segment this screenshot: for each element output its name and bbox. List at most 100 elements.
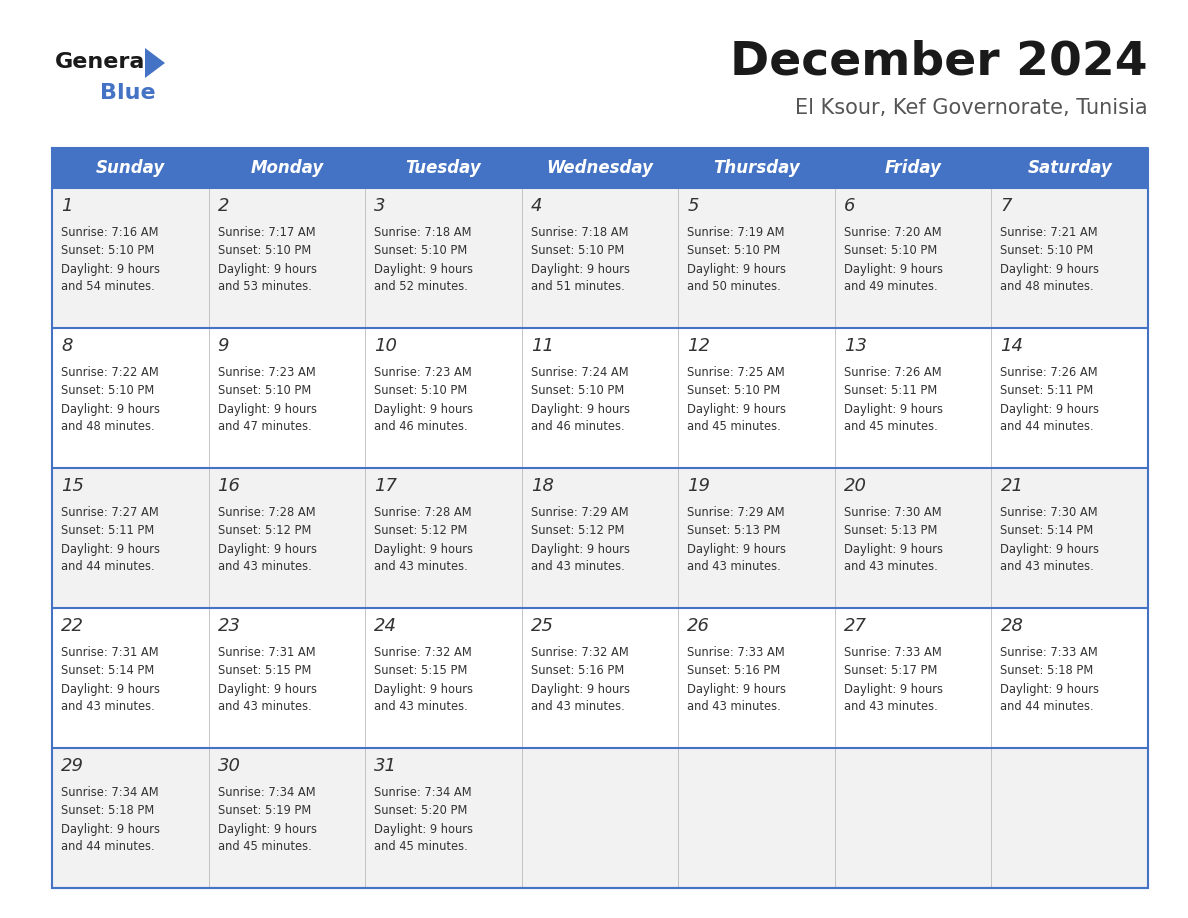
Text: 21: 21: [1000, 477, 1023, 495]
Text: and 44 minutes.: and 44 minutes.: [1000, 420, 1094, 433]
Text: 8: 8: [61, 337, 72, 355]
Text: Sunset: 5:13 PM: Sunset: 5:13 PM: [688, 524, 781, 538]
Text: and 43 minutes.: and 43 minutes.: [688, 700, 781, 713]
Text: and 50 minutes.: and 50 minutes.: [688, 281, 781, 294]
Polygon shape: [145, 48, 165, 78]
Text: Sunset: 5:14 PM: Sunset: 5:14 PM: [1000, 524, 1094, 538]
Text: and 52 minutes.: and 52 minutes.: [374, 281, 468, 294]
Text: 11: 11: [531, 337, 554, 355]
Text: Sunrise: 7:25 AM: Sunrise: 7:25 AM: [688, 366, 785, 379]
Text: Sunrise: 7:33 AM: Sunrise: 7:33 AM: [843, 646, 942, 659]
Text: Sunset: 5:10 PM: Sunset: 5:10 PM: [688, 244, 781, 258]
Text: and 44 minutes.: and 44 minutes.: [1000, 700, 1094, 713]
Text: Sunset: 5:18 PM: Sunset: 5:18 PM: [1000, 665, 1094, 677]
Text: Sunset: 5:10 PM: Sunset: 5:10 PM: [217, 244, 311, 258]
Text: and 45 minutes.: and 45 minutes.: [843, 420, 937, 433]
Text: 15: 15: [61, 477, 84, 495]
Text: Sunset: 5:10 PM: Sunset: 5:10 PM: [61, 244, 154, 258]
Text: 20: 20: [843, 477, 867, 495]
Text: Daylight: 9 hours: Daylight: 9 hours: [61, 543, 160, 555]
Text: Sunset: 5:10 PM: Sunset: 5:10 PM: [688, 385, 781, 397]
Bar: [52, 468, 1148, 608]
Text: Daylight: 9 hours: Daylight: 9 hours: [217, 543, 316, 555]
Text: Sunset: 5:10 PM: Sunset: 5:10 PM: [531, 244, 624, 258]
Text: Sunrise: 7:33 AM: Sunrise: 7:33 AM: [1000, 646, 1098, 659]
Text: Sunrise: 7:17 AM: Sunrise: 7:17 AM: [217, 227, 315, 240]
Text: December 2024: December 2024: [731, 39, 1148, 84]
Text: 12: 12: [688, 337, 710, 355]
Text: Daylight: 9 hours: Daylight: 9 hours: [531, 402, 630, 416]
Text: and 43 minutes.: and 43 minutes.: [374, 561, 468, 574]
Text: Sunset: 5:10 PM: Sunset: 5:10 PM: [217, 385, 311, 397]
Text: Sunrise: 7:32 AM: Sunrise: 7:32 AM: [374, 646, 472, 659]
Text: and 44 minutes.: and 44 minutes.: [61, 841, 154, 854]
Text: Sunrise: 7:16 AM: Sunrise: 7:16 AM: [61, 227, 158, 240]
Bar: [52, 188, 1148, 328]
Text: Sunrise: 7:18 AM: Sunrise: 7:18 AM: [531, 227, 628, 240]
Text: and 43 minutes.: and 43 minutes.: [843, 561, 937, 574]
Text: Daylight: 9 hours: Daylight: 9 hours: [1000, 682, 1099, 696]
Text: Sunset: 5:16 PM: Sunset: 5:16 PM: [531, 665, 624, 677]
Text: Wednesday: Wednesday: [546, 159, 653, 177]
Text: 28: 28: [1000, 617, 1023, 635]
Text: Daylight: 9 hours: Daylight: 9 hours: [688, 263, 786, 275]
Text: and 48 minutes.: and 48 minutes.: [61, 420, 154, 433]
Text: Sunset: 5:20 PM: Sunset: 5:20 PM: [374, 804, 468, 818]
Text: Sunset: 5:12 PM: Sunset: 5:12 PM: [374, 524, 468, 538]
Text: Sunset: 5:11 PM: Sunset: 5:11 PM: [1000, 385, 1094, 397]
Text: 26: 26: [688, 617, 710, 635]
Text: 30: 30: [217, 757, 241, 775]
Text: and 49 minutes.: and 49 minutes.: [843, 281, 937, 294]
Text: and 48 minutes.: and 48 minutes.: [1000, 281, 1094, 294]
Text: Daylight: 9 hours: Daylight: 9 hours: [843, 263, 943, 275]
Text: and 46 minutes.: and 46 minutes.: [374, 420, 468, 433]
Text: Sunset: 5:12 PM: Sunset: 5:12 PM: [217, 524, 311, 538]
Text: 18: 18: [531, 477, 554, 495]
Text: Daylight: 9 hours: Daylight: 9 hours: [374, 823, 473, 835]
Text: and 43 minutes.: and 43 minutes.: [61, 700, 154, 713]
Text: Sunset: 5:10 PM: Sunset: 5:10 PM: [531, 385, 624, 397]
Text: and 43 minutes.: and 43 minutes.: [374, 700, 468, 713]
Text: Daylight: 9 hours: Daylight: 9 hours: [688, 402, 786, 416]
Text: and 45 minutes.: and 45 minutes.: [688, 420, 781, 433]
Text: Daylight: 9 hours: Daylight: 9 hours: [374, 402, 473, 416]
Text: and 43 minutes.: and 43 minutes.: [1000, 561, 1094, 574]
Text: Daylight: 9 hours: Daylight: 9 hours: [217, 402, 316, 416]
Text: Daylight: 9 hours: Daylight: 9 hours: [217, 682, 316, 696]
Text: Daylight: 9 hours: Daylight: 9 hours: [217, 263, 316, 275]
Text: 7: 7: [1000, 197, 1012, 215]
Text: 17: 17: [374, 477, 397, 495]
Text: 1: 1: [61, 197, 72, 215]
Text: and 51 minutes.: and 51 minutes.: [531, 281, 625, 294]
Text: Sunrise: 7:32 AM: Sunrise: 7:32 AM: [531, 646, 628, 659]
Text: Sunset: 5:18 PM: Sunset: 5:18 PM: [61, 804, 154, 818]
Text: Daylight: 9 hours: Daylight: 9 hours: [1000, 263, 1099, 275]
Text: Daylight: 9 hours: Daylight: 9 hours: [688, 682, 786, 696]
Text: Sunrise: 7:34 AM: Sunrise: 7:34 AM: [217, 787, 315, 800]
Text: Friday: Friday: [885, 159, 942, 177]
Text: and 43 minutes.: and 43 minutes.: [688, 561, 781, 574]
Bar: [52, 148, 1148, 188]
Text: Sunrise: 7:34 AM: Sunrise: 7:34 AM: [374, 787, 472, 800]
Text: Sunset: 5:14 PM: Sunset: 5:14 PM: [61, 665, 154, 677]
Text: Daylight: 9 hours: Daylight: 9 hours: [61, 682, 160, 696]
Text: Sunset: 5:17 PM: Sunset: 5:17 PM: [843, 665, 937, 677]
Text: 3: 3: [374, 197, 386, 215]
Text: 29: 29: [61, 757, 84, 775]
Text: 22: 22: [61, 617, 84, 635]
Text: and 43 minutes.: and 43 minutes.: [217, 561, 311, 574]
Text: 16: 16: [217, 477, 241, 495]
Text: Sunrise: 7:29 AM: Sunrise: 7:29 AM: [531, 507, 628, 520]
Text: Sunset: 5:16 PM: Sunset: 5:16 PM: [688, 665, 781, 677]
Text: 27: 27: [843, 617, 867, 635]
Text: Sunrise: 7:28 AM: Sunrise: 7:28 AM: [374, 507, 472, 520]
Text: Sunrise: 7:18 AM: Sunrise: 7:18 AM: [374, 227, 472, 240]
Text: and 43 minutes.: and 43 minutes.: [843, 700, 937, 713]
Text: Sunrise: 7:31 AM: Sunrise: 7:31 AM: [217, 646, 315, 659]
Text: Daylight: 9 hours: Daylight: 9 hours: [531, 682, 630, 696]
Text: and 43 minutes.: and 43 minutes.: [531, 700, 625, 713]
Text: Sunset: 5:11 PM: Sunset: 5:11 PM: [843, 385, 937, 397]
Bar: [52, 328, 1148, 468]
Text: Daylight: 9 hours: Daylight: 9 hours: [61, 823, 160, 835]
Text: Sunset: 5:13 PM: Sunset: 5:13 PM: [843, 524, 937, 538]
